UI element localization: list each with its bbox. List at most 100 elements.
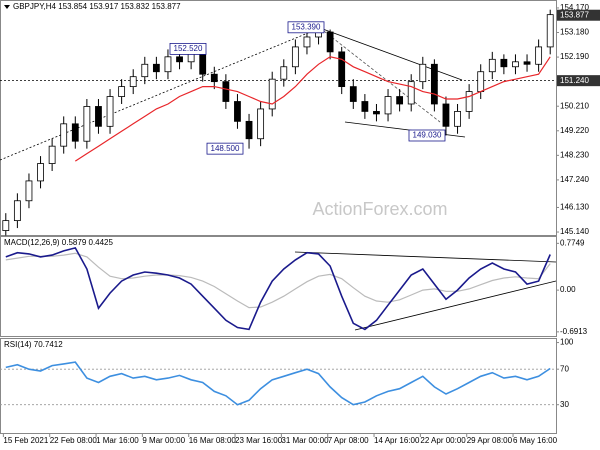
candle-body [141, 63, 149, 78]
y-tick-label: 145.140 [560, 227, 589, 236]
watermark: ActionForex.com [312, 199, 447, 219]
level-price-label-box [557, 75, 600, 87]
candle-body [83, 106, 91, 142]
price-annotation-box [408, 129, 446, 142]
y-tick-label: 30 [560, 400, 569, 409]
candle-body [338, 51, 346, 88]
x-tick-label: 7 Apr 08:00 [328, 436, 369, 445]
x-tick-label: 9 Mar 00:00 [142, 436, 185, 445]
price-annotation: 148.500 [211, 144, 240, 153]
candle-body [477, 71, 485, 92]
x-tick-label: 14 Apr 16:00 [374, 436, 420, 445]
candle-body [512, 61, 519, 68]
price-annotation-box [206, 142, 244, 155]
candle-body [419, 63, 427, 83]
candle-body [384, 96, 392, 115]
candle-body [71, 123, 79, 142]
trend-line [319, 27, 463, 81]
candle-body [234, 101, 241, 122]
price-annotation: 152.520 [174, 44, 203, 53]
rsi-panel [0, 338, 557, 434]
x-tick-label: 6 May 16:00 [513, 436, 558, 445]
y-tick-label: 0.7749 [560, 238, 585, 247]
y-tick-label: 147.240 [560, 175, 589, 184]
last-price-label: 153.877 [560, 10, 589, 19]
candle-body [245, 120, 253, 140]
candle-body [454, 111, 461, 127]
candle-body [430, 63, 438, 105]
price-annotation-box [287, 21, 325, 34]
indicator-line [5, 252, 551, 309]
y-tick-label: 146.130 [560, 203, 589, 212]
y-tick-label: 150.210 [560, 101, 589, 110]
candle-body [465, 91, 473, 112]
candle-body [500, 58, 508, 68]
candle-body [407, 81, 415, 105]
candle-body [48, 145, 56, 164]
menu-arrow [4, 5, 10, 9]
price-annotation-box [169, 42, 207, 55]
candle-body [222, 81, 230, 102]
candle-body [2, 220, 10, 231]
candle-body [60, 123, 68, 147]
candle-body [326, 31, 334, 53]
x-tick-label: 31 Mar 00:00 [281, 436, 329, 445]
candle-body [129, 76, 137, 88]
candle-body [37, 163, 44, 182]
y-tick-label: 100 [560, 338, 574, 347]
candle-body [373, 111, 380, 115]
moving-average [74, 56, 551, 162]
candle-body [535, 46, 543, 65]
last-price-label-box [557, 9, 600, 21]
candle-body [199, 51, 207, 75]
y-tick-label: 0.00 [560, 285, 576, 294]
candle-body [176, 56, 183, 63]
y-tick-label: 154.170 [560, 3, 589, 12]
level-price-label: 151.240 [560, 76, 589, 85]
candle-body [349, 86, 357, 102]
indicator-line [5, 246, 551, 331]
y-tick-label: 149.220 [560, 126, 589, 135]
candle-body [291, 46, 299, 68]
trend-line [354, 280, 557, 331]
candle-body [164, 56, 172, 73]
price-panel [0, 0, 557, 236]
candle-body [25, 180, 33, 202]
x-tick-label: 22 Apr 00:00 [420, 436, 466, 445]
candle-body [152, 63, 160, 73]
x-tick-label: 15 Feb 2021 [3, 436, 48, 445]
x-tick-label: 22 Feb 08:00 [50, 436, 98, 445]
candle-body [106, 96, 114, 127]
candle-body [118, 86, 126, 97]
candle-body [95, 106, 102, 127]
y-tick-label: 153.180 [560, 28, 589, 37]
x-tick-label: 16 Mar 08:00 [189, 436, 237, 445]
indicator-title: RSI(14) 70.7412 [4, 340, 63, 349]
x-tick-label: 1 Mar 16:00 [96, 436, 139, 445]
trend-line [0, 27, 321, 161]
symbol-title: GBPJPY,H4 153.854 153.917 153.832 153.87… [13, 2, 181, 11]
candle-body [523, 61, 531, 65]
y-tick-label: 70 [560, 364, 569, 373]
trend-line [294, 251, 557, 263]
y-tick-label: -0.6913 [560, 327, 588, 336]
candle-body [361, 101, 369, 112]
candle-body [303, 36, 311, 48]
indicator-line [5, 361, 551, 406]
y-tick-label: 152.190 [560, 52, 589, 61]
price-annotation: 149.030 [413, 131, 442, 140]
candle-body [257, 108, 265, 140]
price-annotation: 153.390 [292, 22, 321, 31]
candle-body [546, 14, 554, 48]
candle-body [488, 58, 496, 73]
candle-body [280, 66, 288, 80]
candle-body [396, 96, 404, 105]
indicator-title: MACD(12,26,9) 0.5879 0.4425 [4, 238, 114, 247]
candle-body [210, 73, 218, 83]
macd-panel [0, 236, 557, 337]
candle-body [268, 78, 276, 110]
candle-body [442, 103, 450, 127]
y-tick-label: 148.230 [560, 150, 589, 159]
